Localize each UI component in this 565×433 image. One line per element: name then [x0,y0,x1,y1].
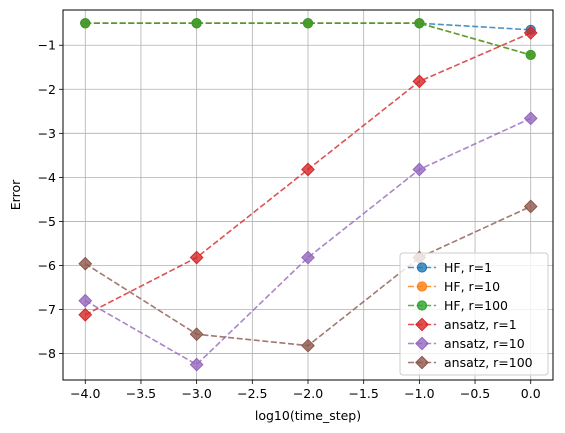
x-tick-label: −1.0 [404,386,434,401]
y-tick-label: −6 [38,258,56,273]
data-point [189,250,204,265]
legend-label: HF, r=100 [444,298,508,313]
y-tick-label: −3 [38,126,56,141]
legend-label: ansatz, r=10 [444,336,525,351]
legend-label: HF, r=1 [444,260,492,275]
data-point [78,293,93,308]
series-line [85,22,531,56]
legend-entry: HF, r=10 [408,279,500,294]
data-point [189,327,204,342]
legend: HF, r=1 HF, r=10 HF, r=100 ansatz, r=1 ansat… [399,252,549,376]
y-tick-label: −4 [38,170,56,185]
series-ansatz-r-100 [78,199,538,353]
y-tick-label: −5 [38,214,56,229]
legend-box [399,252,549,376]
y-axis-title: Error [8,179,23,210]
x-tick-label: −0.5 [460,386,490,401]
data-point [412,74,427,89]
legend-label: HF, r=10 [444,279,500,294]
legend-entry: HF, r=100 [408,298,508,313]
legend-label: ansatz, r=100 [444,355,533,370]
legend-swatch-marker [415,336,429,351]
data-point [301,162,315,177]
legend-label: ansatz, r=1 [444,317,517,332]
legend-swatch-marker [416,262,428,273]
data-point [302,18,314,29]
tick-layer: −4.0 −3.5 −3.0 −2.5 −2.0 −1.5 −1.0 −0.5 0.0 −8 −7 −… [38,38,541,401]
grid-layer [63,10,553,380]
legend-swatch-marker [416,281,428,292]
data-point [412,162,427,177]
data-point [78,256,93,271]
data-point [525,49,536,61]
y-tick-label: −1 [38,38,56,53]
x-tick-label: −4.0 [70,386,100,401]
x-tick-label: −2.0 [293,386,323,401]
series-hf-r-100 [80,18,536,61]
data-point [523,111,538,126]
x-tick-label: −3.0 [181,386,211,401]
y-tick-label: −2 [38,82,56,97]
x-tick-label: −3.5 [126,386,156,401]
data-point [301,338,315,353]
legend-swatch-marker [415,317,429,332]
legend-entry: ansatz, r=10 [408,336,525,351]
x-tick-label: −2.5 [237,386,267,401]
legend-entry: HF, r=1 [408,260,492,275]
y-tick-label: −7 [38,302,56,317]
data-point [189,357,204,372]
data-point [301,250,315,265]
data-point [523,199,538,214]
series-ansatz-r-10 [78,111,538,372]
data-point [414,18,425,29]
legend-entry: ansatz, r=1 [408,317,517,332]
legend-swatch-marker [415,355,429,370]
x-tick-label: −1.5 [349,386,379,401]
data-point [523,25,538,40]
y-tick-label: −8 [38,346,56,361]
legend-swatch-marker [416,300,428,311]
x-tick-label: 0.0 [521,386,541,401]
series-line [84,117,532,366]
x-axis-title: log10(time_step) [255,408,361,423]
data-point [191,18,202,29]
series-layer [78,18,538,372]
legend-entry: ansatz, r=100 [408,355,533,370]
data-point [80,18,91,29]
data-point [78,307,93,322]
series-ansatz-r-1 [78,25,538,322]
